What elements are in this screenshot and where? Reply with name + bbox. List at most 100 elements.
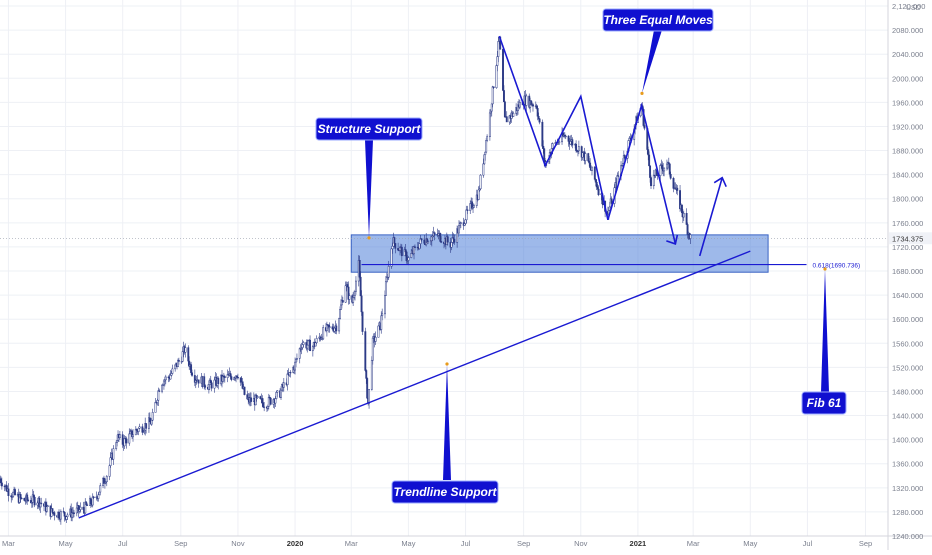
candle-body	[581, 152, 584, 158]
candle-body	[137, 428, 140, 432]
structure-support-callout-box	[315, 117, 423, 141]
candle-body	[650, 177, 652, 187]
candle	[98, 491, 101, 496]
three-moves-zigzag[interactable]	[498, 35, 677, 245]
candle-body	[169, 375, 172, 380]
candle-body	[86, 504, 89, 506]
candle	[59, 509, 62, 525]
candle-body	[387, 266, 390, 278]
candle	[492, 86, 495, 89]
candle	[269, 397, 272, 406]
time-tick-label: 2021	[630, 539, 647, 548]
price-tick-label: 1560.000	[892, 339, 923, 348]
candle	[440, 236, 443, 244]
candle	[322, 324, 325, 340]
candle-body	[360, 295, 363, 313]
candle-body	[384, 295, 386, 315]
candle	[571, 137, 574, 149]
candle	[381, 308, 384, 321]
candle-body	[105, 476, 108, 482]
candle-body	[489, 110, 492, 114]
trendline-support-spike-tip	[445, 362, 449, 366]
price-tick-label: 2000.000	[892, 74, 923, 83]
candle	[223, 374, 226, 383]
time-axis[interactable]: Mar May Jul Sep Nov 2020 Mar May Jul Sep Nov 2021 Ma…	[2, 539, 872, 548]
candle-body	[112, 448, 115, 460]
candle-body	[464, 219, 467, 224]
candle-body	[223, 376, 226, 378]
candle	[669, 171, 672, 180]
drawings[interactable]: 0.618(1690.736) Structure Support Three Eq…	[78, 8, 861, 519]
candle	[518, 99, 521, 110]
zigzag-arrowhead	[666, 234, 679, 245]
currency-label: USD	[906, 5, 921, 12]
candle-body	[414, 246, 416, 248]
structure-support-callout[interactable]: Structure Support	[315, 117, 423, 141]
candle	[164, 374, 167, 385]
candle-body	[410, 253, 413, 258]
last-price-label: 1734.375	[892, 234, 923, 243]
candle-body	[262, 402, 265, 408]
candle-body	[79, 506, 82, 510]
candle-body	[491, 86, 494, 105]
candle-body	[40, 502, 43, 505]
candle-body	[236, 377, 239, 379]
candle-body	[65, 516, 68, 520]
three-equal-moves-callout[interactable]: Three Equal Moves	[602, 8, 714, 32]
candle-body	[328, 326, 331, 328]
candle	[177, 357, 180, 365]
candle-body	[282, 382, 285, 388]
candle-body	[145, 423, 148, 429]
time-tick-label: Jul	[118, 539, 128, 548]
projection-arrowhead	[713, 176, 727, 187]
candle-body	[156, 400, 159, 403]
candle	[374, 331, 377, 345]
candle-body	[151, 412, 154, 421]
candle-body	[274, 398, 277, 404]
candle	[217, 376, 220, 390]
candle-body	[75, 507, 78, 514]
candle-body	[366, 378, 369, 399]
trendline-support-spike-body	[443, 364, 451, 480]
candle-body	[676, 187, 679, 191]
candle	[236, 373, 239, 380]
candle-body	[27, 499, 30, 501]
trendline[interactable]	[78, 250, 751, 519]
candle-body	[184, 347, 187, 353]
fib-61-callout-label: Fib 61	[807, 396, 842, 410]
candle-body	[672, 178, 675, 189]
structure-support-spike-tip	[367, 236, 371, 240]
candle-body	[686, 224, 689, 235]
candle-body	[538, 118, 541, 123]
fib-61-spike	[821, 267, 829, 392]
price-tick-label: 1720.000	[892, 243, 923, 252]
candle-body	[58, 511, 60, 519]
price-tick-label: 1760.000	[892, 219, 923, 228]
candle-body	[51, 508, 54, 513]
candle-body	[125, 438, 128, 444]
trendline-support-callout[interactable]: Trendline Support	[391, 480, 499, 504]
candle-body	[407, 257, 410, 261]
candle	[354, 276, 357, 295]
candle-body	[433, 232, 436, 235]
candle	[377, 325, 380, 338]
candle-body	[340, 304, 342, 310]
candle	[610, 196, 613, 204]
candle	[86, 502, 89, 506]
candle-body	[14, 489, 16, 496]
candle	[479, 173, 482, 191]
candle-body	[497, 41, 500, 57]
candle-body	[503, 101, 506, 118]
price-tick-label: 1920.000	[892, 122, 923, 131]
candle	[584, 152, 587, 165]
price-axis[interactable]: 2,120.000 2080.000 2040.000 2000.000 1960.00…	[892, 2, 925, 541]
projection-arrow[interactable]	[698, 177, 723, 257]
candle-body	[381, 313, 384, 317]
candle-body	[482, 163, 485, 176]
candle-body	[302, 342, 305, 345]
candle-body	[537, 116, 540, 119]
fib-61-callout[interactable]: Fib 61	[801, 391, 847, 415]
candle-body	[669, 173, 672, 179]
